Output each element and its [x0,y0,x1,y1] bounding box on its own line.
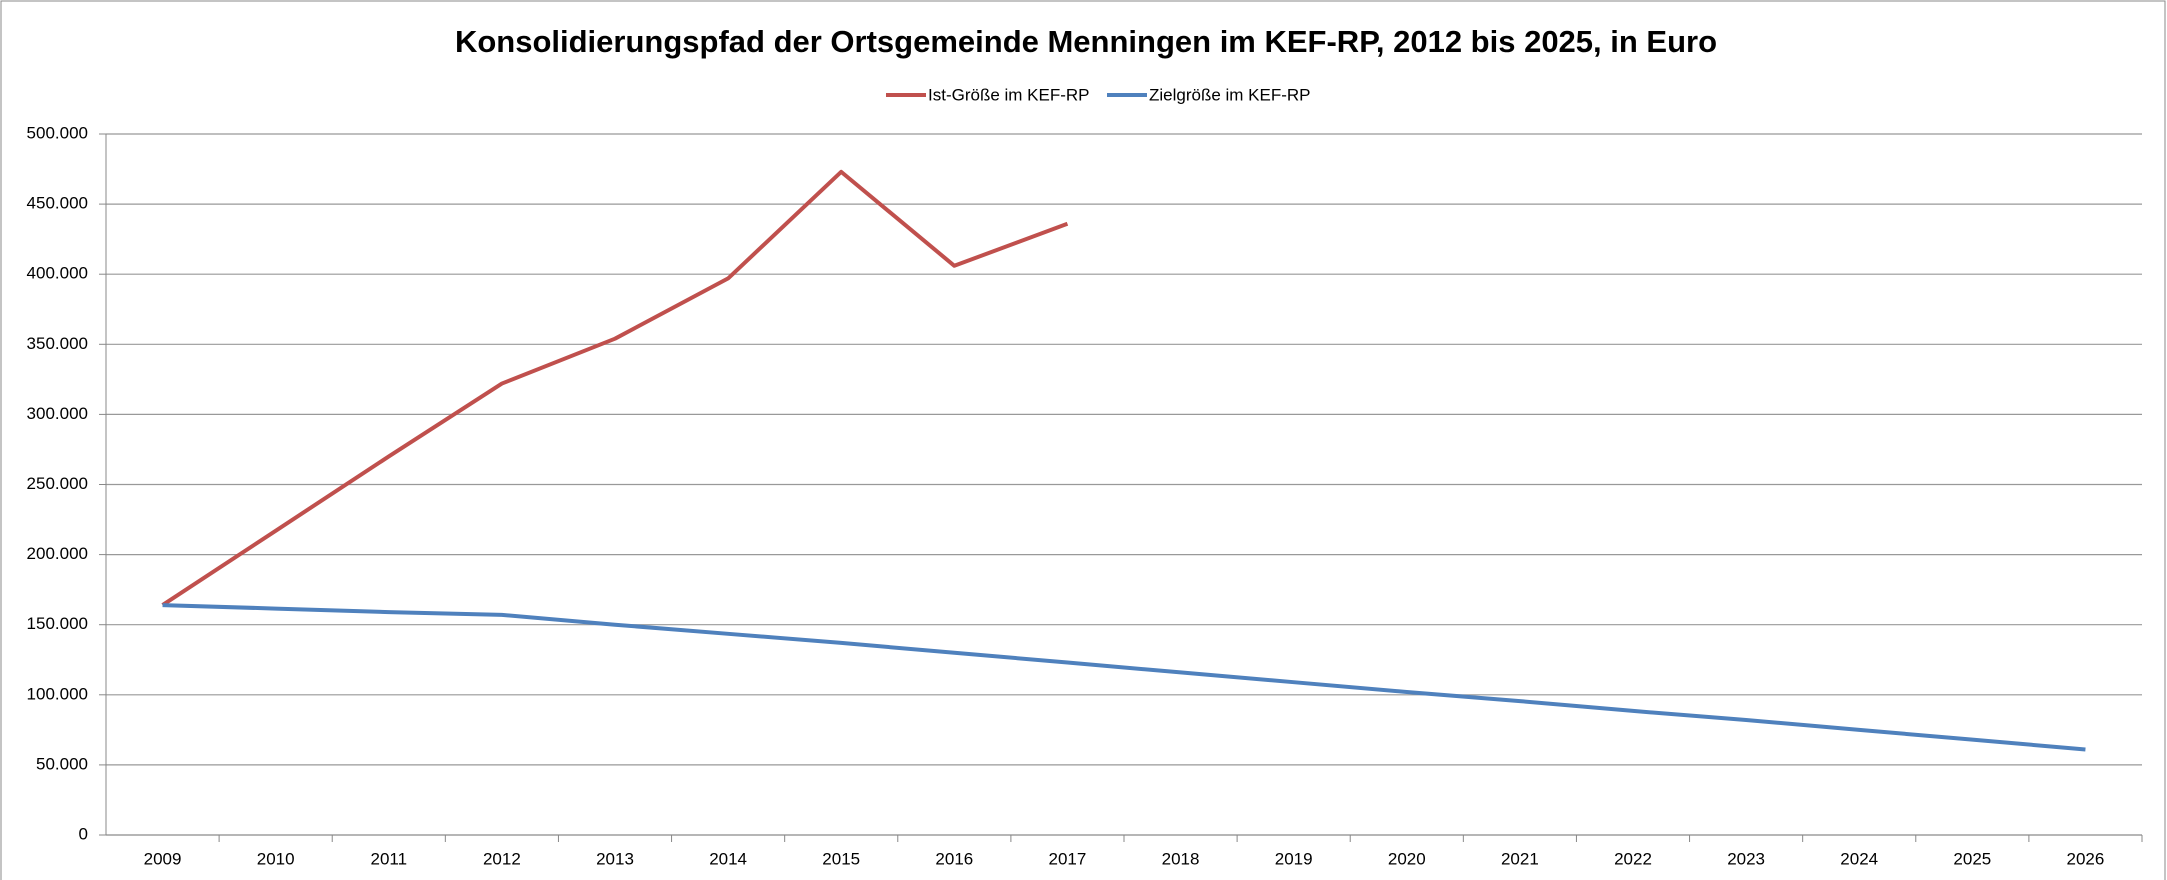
x-tick-label: 2020 [1388,849,1426,868]
x-tick-label: 2009 [144,849,182,868]
y-tick-label: 300.000 [27,404,88,423]
y-tick-label: 150.000 [27,614,88,633]
x-tick-label: 2023 [1727,849,1765,868]
x-tick-label: 2026 [2067,849,2105,868]
y-tick-label: 400.000 [27,264,88,283]
x-tick-label: 2019 [1275,849,1313,868]
x-tick-label: 2025 [1953,849,1991,868]
legend-label: Ist-Größe im KEF-RP [928,85,1090,104]
x-tick-label: 2024 [1840,849,1878,868]
x-tick-label: 2010 [257,849,295,868]
series-line [161,169,1069,607]
x-tick-label: 2011 [370,849,407,868]
x-tick-label: 2016 [935,849,973,868]
x-tick-label: 2015 [822,849,860,868]
y-tick-label: 100.000 [27,684,88,703]
y-tick-label: 250.000 [27,474,88,493]
x-tick-label: 2012 [483,849,521,868]
x-tick-label: 2022 [1614,849,1652,868]
x-tick-label: 2013 [596,849,634,868]
x-tick-label: 2017 [1049,849,1087,868]
y-tick-label: 50.000 [36,754,88,773]
y-tick-label: 200.000 [27,544,88,563]
legend-label: Zielgröße im KEF-RP [1149,85,1311,104]
y-tick-label: 0 [79,824,88,843]
series-line [162,603,2086,752]
chart-title: Konsolidierungspfad der Ortsgemeinde Men… [455,24,1717,59]
x-tick-label: 2014 [709,849,747,868]
x-tick-label: 2018 [1162,849,1200,868]
x-tick-label: 2021 [1501,849,1539,868]
y-tick-label: 500.000 [27,123,88,142]
y-tick-label: 450.000 [27,194,88,213]
y-tick-label: 350.000 [27,334,88,353]
